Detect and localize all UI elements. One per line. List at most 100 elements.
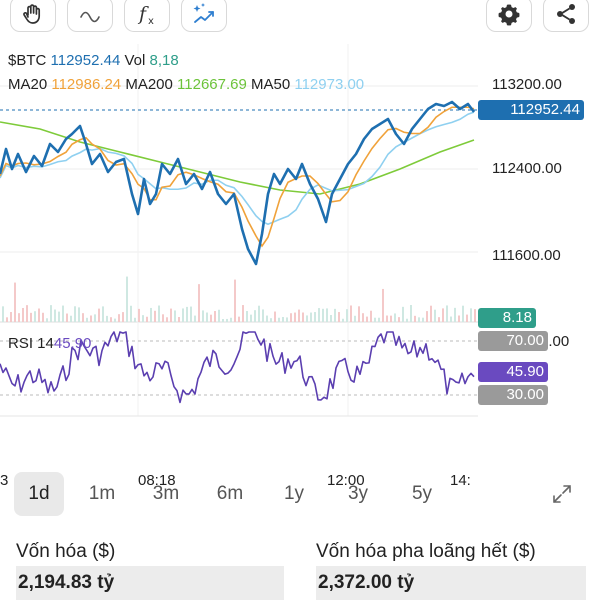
range-6m[interactable]: 6m <box>216 483 244 504</box>
volume-bar <box>246 311 248 322</box>
ma20-line <box>0 106 475 248</box>
ma50-value: 112973.00 <box>294 76 365 93</box>
volume-bar <box>134 317 136 322</box>
volume-bar <box>198 284 200 322</box>
volume-bar <box>106 315 108 322</box>
volume-bar <box>222 318 224 322</box>
symbol-label: $BTC <box>8 52 47 69</box>
volume-bar <box>42 312 44 322</box>
volume-bar <box>50 305 52 322</box>
volume-bar <box>186 306 188 322</box>
volume-bar <box>270 318 272 322</box>
price-tick-3: 111600.00 <box>492 247 561 264</box>
price-tick-1: 113200.00 <box>492 76 562 93</box>
volume-bar <box>426 311 428 322</box>
volume-bar <box>226 318 228 322</box>
volume-bar <box>22 307 24 322</box>
volume-bar <box>38 308 40 322</box>
range-3y[interactable]: 3y <box>347 483 369 504</box>
volume-bar <box>414 315 416 322</box>
volume-bar <box>94 314 96 322</box>
volume-bar <box>250 314 252 322</box>
volume-bar <box>362 313 364 322</box>
volume-bar <box>26 305 28 322</box>
magic-indicator-button[interactable] <box>181 0 227 32</box>
volume-bar <box>274 311 276 322</box>
volume-bar <box>406 318 408 322</box>
volume-bar <box>358 306 360 322</box>
settings-button[interactable] <box>486 0 532 32</box>
volume-bar <box>238 316 240 322</box>
share-icon <box>557 4 575 24</box>
volume-bar <box>122 312 124 322</box>
hand-tool-icon <box>23 4 41 24</box>
volume-bar <box>118 314 120 322</box>
ma50-label: MA50 <box>251 76 291 93</box>
share-button[interactable] <box>543 0 589 32</box>
volume-bar <box>46 318 48 322</box>
volume-bar <box>142 315 144 322</box>
ma200-line <box>0 121 475 195</box>
time-tick-2: 08:18 <box>138 472 176 489</box>
volume-bar <box>326 308 328 322</box>
ma20-label: MA20 <box>8 76 48 93</box>
volume-bars <box>2 276 476 322</box>
volume-bar <box>74 306 76 322</box>
volume-bar <box>82 313 84 322</box>
price-chart[interactable]: $BTC 112952.44 Vol 8,18 MA20 112986.24 M… <box>0 44 600 489</box>
range-1m[interactable]: 1m <box>88 483 116 504</box>
volume-bar <box>410 305 412 322</box>
volume-bar <box>150 307 152 322</box>
vol-label: Vol <box>124 52 146 69</box>
rsi-value-tag: 45.90 <box>478 362 548 382</box>
volume-bar <box>126 276 128 322</box>
svg-text:f: f <box>137 3 149 25</box>
volume-bar <box>10 312 12 322</box>
expand-icon <box>553 485 571 503</box>
volume-bar <box>174 310 176 322</box>
volume-bar <box>202 310 204 322</box>
volume-bar <box>258 305 260 322</box>
range-3m[interactable]: 3m <box>152 483 180 504</box>
volume-bar <box>342 318 344 322</box>
volume-bar <box>382 288 384 322</box>
volume-bar <box>78 307 80 322</box>
range-5y[interactable]: 5y <box>411 483 433 504</box>
volume-bar <box>306 315 308 322</box>
volume-bar <box>466 314 468 322</box>
volume-bar <box>398 317 400 322</box>
volume-bar <box>346 309 348 322</box>
volume-bar <box>294 312 296 322</box>
rsi-label: RSI 14 <box>8 335 54 352</box>
rsi-legend: RSI 1445.90 <box>8 335 91 352</box>
volume-bar <box>334 308 336 322</box>
hand-tool-button[interactable] <box>10 0 56 32</box>
volume-bar <box>374 317 376 322</box>
last-price: 112952.44 <box>50 52 121 69</box>
volume-bar <box>54 309 56 322</box>
volume-bar <box>370 310 372 322</box>
volume-tag: 8.18 <box>478 308 536 328</box>
volume-bar <box>62 305 64 322</box>
volume-bar <box>146 316 148 322</box>
time-tick-4: 14: <box>450 472 471 489</box>
volume-bar <box>418 317 420 322</box>
gear-icon <box>498 4 520 26</box>
volume-bar <box>438 317 440 322</box>
range-1d[interactable]: 1d <box>14 472 64 516</box>
volume-bar <box>18 313 20 322</box>
rsi-line <box>0 331 475 404</box>
draw-line-button[interactable] <box>67 0 113 32</box>
expand-button[interactable] <box>544 472 580 516</box>
volume-bar <box>170 308 172 322</box>
volume-bar <box>218 309 220 322</box>
volume-bar <box>34 311 36 322</box>
chart-canvas[interactable] <box>0 44 600 460</box>
volume-bar <box>190 306 192 322</box>
volume-bar <box>290 313 292 322</box>
volume-bar <box>70 315 72 322</box>
volume-bar <box>390 315 392 322</box>
range-1y[interactable]: 1y <box>283 483 305 504</box>
